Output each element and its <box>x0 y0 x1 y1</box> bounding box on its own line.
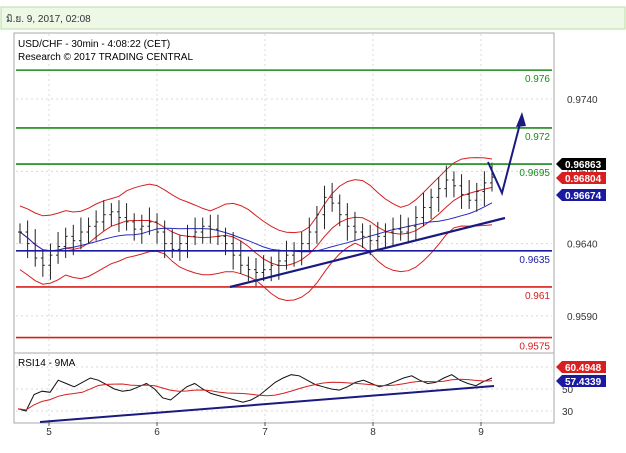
level-label: 0.9575 <box>519 342 550 353</box>
price-panel <box>13 32 555 354</box>
level-lines: 0.976 0.972 0.9695 0.9635 0.961 0.9575 <box>16 69 552 353</box>
rsi-ma-line <box>17 378 493 411</box>
price-tick-label: 0.9640 <box>567 240 598 251</box>
level-label: 0.961 <box>525 291 550 302</box>
level-label: 0.976 <box>525 74 550 85</box>
moving-average <box>19 202 493 253</box>
rsi-tag-bg <box>556 361 606 373</box>
bollinger-bands <box>19 157 493 302</box>
x-tick-label: 6 <box>154 427 160 438</box>
rsi-tag: 57.4339 <box>565 377 602 388</box>
forecast-arrowhead <box>516 112 526 127</box>
rsi-tick-label: 50 <box>562 385 574 396</box>
level-label: 0.9635 <box>519 255 550 266</box>
chart-title: USD/CHF - 30min - 4:08:22 (CET) <box>18 39 170 50</box>
x-tick-label: 8 <box>370 427 376 438</box>
price-series <box>18 162 494 287</box>
rsi-tags: 60.4948 57.4339 <box>556 361 606 388</box>
rsi-label: RSI14 - 9MA <box>18 358 76 369</box>
price-tag: 0.96863 <box>565 160 602 171</box>
middle-band <box>19 186 493 266</box>
price-tag-bg <box>556 172 606 184</box>
rsi-tag-bg <box>556 375 606 387</box>
price-tag: 0.96674 <box>565 191 602 202</box>
chart-subtitle: Research © 2017 TRADING CENTRAL <box>18 52 193 63</box>
x-tick-label: 9 <box>478 427 484 438</box>
rsi-tick-label: 30 <box>562 407 574 418</box>
level-label: 0.9695 <box>519 168 550 179</box>
price-tag: 0.96804 <box>565 174 602 185</box>
rsi-tag: 60.4948 <box>565 363 602 374</box>
upper-band <box>19 157 493 234</box>
level-label: 0.972 <box>525 132 550 143</box>
support-trendline <box>229 216 506 289</box>
rsi-line <box>17 374 493 412</box>
rsi-trendline <box>39 385 495 423</box>
price-tag-bg <box>556 189 606 201</box>
price-tags: 0.96863 0.96804 0.96674 <box>556 158 606 202</box>
x-tick-label: 5 <box>46 427 52 438</box>
x-axis: 5 6 7 8 9 <box>46 422 484 438</box>
rsi-series <box>17 374 493 412</box>
forecast-path <box>487 115 523 196</box>
price-tick-label: 0.9740 <box>567 95 598 106</box>
date-text: มิ.ย. 9, 2017, 02:08 <box>6 14 91 25</box>
date-bar <box>0 6 626 30</box>
price-tick-label: 0.9590 <box>567 312 598 323</box>
price-tag-bg <box>556 158 606 170</box>
x-tick-label: 7 <box>262 427 268 438</box>
